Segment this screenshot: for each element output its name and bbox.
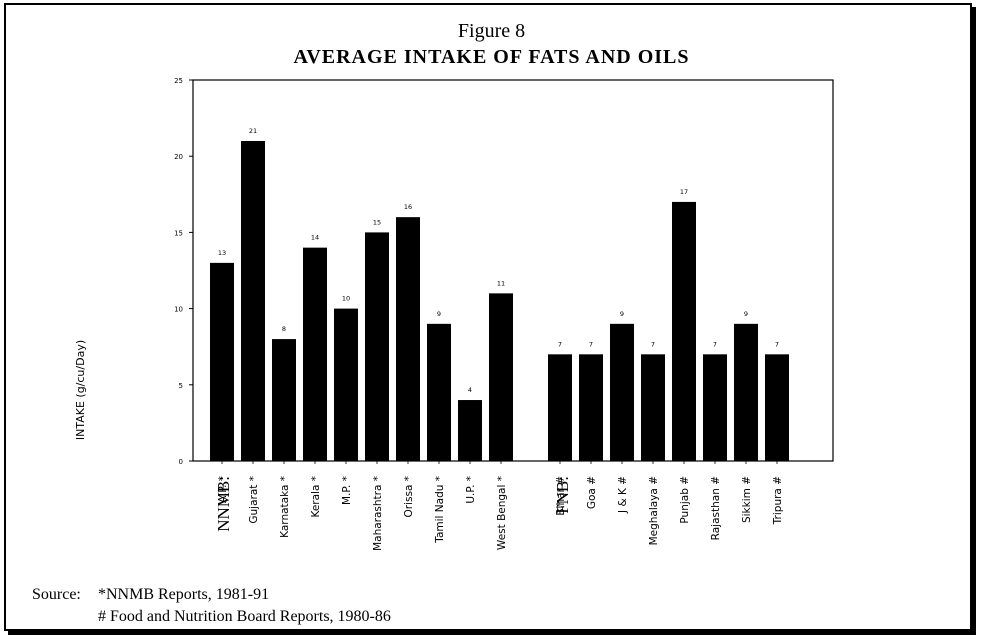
x-tick-label: Rajasthan # bbox=[710, 476, 722, 540]
x-tick-label: Kerala * bbox=[310, 476, 322, 518]
y-tick-label: 5 bbox=[179, 382, 183, 390]
data-label: 9 bbox=[437, 310, 441, 318]
group-label: NNMB: bbox=[214, 476, 233, 532]
data-label: 14 bbox=[311, 234, 319, 242]
y-axis-label: INTAKE (g/cu/Day) bbox=[74, 340, 87, 440]
bar bbox=[734, 323, 758, 461]
bar bbox=[241, 140, 265, 461]
bar bbox=[672, 201, 696, 462]
bar bbox=[272, 339, 296, 461]
data-label: 15 bbox=[373, 218, 381, 226]
x-tick-label: Maharashtra * bbox=[372, 476, 384, 551]
data-label: 10 bbox=[342, 295, 350, 303]
bar bbox=[210, 262, 234, 461]
x-tick-label: West Bengal * bbox=[496, 476, 508, 550]
x-tick-label: U.P. * bbox=[465, 476, 477, 504]
x-tick-label: Orissa * bbox=[403, 476, 415, 517]
data-label: 17 bbox=[680, 188, 688, 196]
y-tick-label: 0 bbox=[179, 458, 183, 466]
source-label: Source: bbox=[32, 586, 81, 603]
bar bbox=[458, 400, 482, 461]
data-label: 7 bbox=[775, 340, 779, 348]
data-label: 8 bbox=[282, 325, 286, 333]
data-label: 9 bbox=[620, 310, 624, 318]
chart-title: AVERAGE INTAKE OF FATS AND OILS bbox=[293, 46, 690, 68]
x-tick-label: Goa # bbox=[586, 476, 598, 509]
source-line-1: *NNMB Reports, 1981-91 bbox=[98, 586, 270, 603]
bar bbox=[365, 232, 389, 461]
data-label: 9 bbox=[744, 310, 748, 318]
source-line-2: # Food and Nutrition Board Reports, 1980… bbox=[98, 608, 391, 625]
x-tick-label: J & K # bbox=[617, 476, 629, 514]
y-tick-label: 15 bbox=[174, 229, 183, 237]
bar bbox=[610, 323, 634, 461]
data-label: 16 bbox=[404, 203, 412, 211]
figure-frame bbox=[4, 3, 972, 631]
x-tick-label: Gujarat * bbox=[248, 476, 260, 524]
bar bbox=[334, 308, 358, 461]
data-label: 21 bbox=[249, 127, 257, 135]
x-tick-label: Punjab # bbox=[679, 476, 691, 524]
data-label: 7 bbox=[713, 340, 717, 348]
data-label: 13 bbox=[218, 249, 226, 257]
x-tick-label: Tripura # bbox=[772, 476, 784, 525]
bar bbox=[548, 354, 572, 461]
bar bbox=[703, 354, 727, 461]
data-label: 4 bbox=[468, 386, 472, 394]
y-tick-label: 25 bbox=[174, 77, 183, 85]
bar bbox=[489, 293, 513, 461]
x-tick-label: A.P. * bbox=[217, 476, 229, 503]
group-label: FNB: bbox=[553, 476, 572, 514]
bar bbox=[396, 217, 420, 461]
data-label: 7 bbox=[558, 340, 562, 348]
data-label: 7 bbox=[651, 340, 655, 348]
figure-number: Figure 8 bbox=[457, 20, 526, 42]
x-tick-label: Tamil Nadu * bbox=[434, 476, 446, 544]
bar bbox=[303, 247, 327, 461]
x-tick-label: Karnataka * bbox=[279, 476, 291, 538]
x-tick-label: M.P. * bbox=[341, 476, 353, 505]
data-label: 7 bbox=[589, 340, 593, 348]
y-tick-label: 20 bbox=[174, 153, 183, 161]
y-tick-label: 10 bbox=[174, 306, 183, 314]
bar bbox=[579, 354, 603, 461]
data-label: 11 bbox=[497, 279, 505, 287]
bar bbox=[765, 354, 789, 461]
x-tick-label: Sikkim # bbox=[741, 476, 753, 523]
bar bbox=[427, 323, 451, 461]
x-tick-label: Bihar # bbox=[555, 476, 567, 516]
x-tick-label: Meghalaya # bbox=[648, 476, 660, 545]
bar bbox=[641, 354, 665, 461]
